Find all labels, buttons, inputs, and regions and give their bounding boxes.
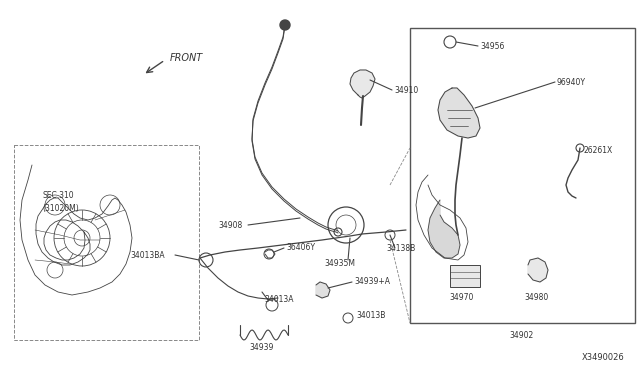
Bar xyxy=(410,28,635,323)
Text: (31020M): (31020M) xyxy=(42,203,79,212)
Polygon shape xyxy=(428,200,460,258)
Text: 34935M: 34935M xyxy=(324,260,355,269)
Bar xyxy=(14,145,199,340)
Text: 34956: 34956 xyxy=(480,42,504,51)
Text: 34902: 34902 xyxy=(510,331,534,340)
Bar xyxy=(450,265,480,287)
Text: 34908: 34908 xyxy=(218,221,243,230)
Text: 34013BA: 34013BA xyxy=(130,250,164,260)
Text: 34910: 34910 xyxy=(394,86,419,94)
Text: 34013A: 34013A xyxy=(264,295,294,305)
Text: 34013B: 34013B xyxy=(356,311,385,321)
Text: SEC.310: SEC.310 xyxy=(42,190,74,199)
Polygon shape xyxy=(350,70,375,98)
Text: 34939+A: 34939+A xyxy=(354,278,390,286)
Text: X3490026: X3490026 xyxy=(582,353,625,362)
Text: 96940Y: 96940Y xyxy=(557,77,586,87)
Polygon shape xyxy=(528,258,548,282)
Polygon shape xyxy=(316,282,330,298)
Text: 26261X: 26261X xyxy=(584,145,613,154)
Text: 34138B: 34138B xyxy=(386,244,415,253)
Text: FRONT: FRONT xyxy=(170,53,204,63)
Text: 34939: 34939 xyxy=(250,343,274,353)
Text: 34980: 34980 xyxy=(525,294,549,302)
Text: 34970: 34970 xyxy=(450,294,474,302)
Polygon shape xyxy=(438,88,480,138)
Text: 36406Y: 36406Y xyxy=(286,243,315,251)
Circle shape xyxy=(280,20,290,30)
